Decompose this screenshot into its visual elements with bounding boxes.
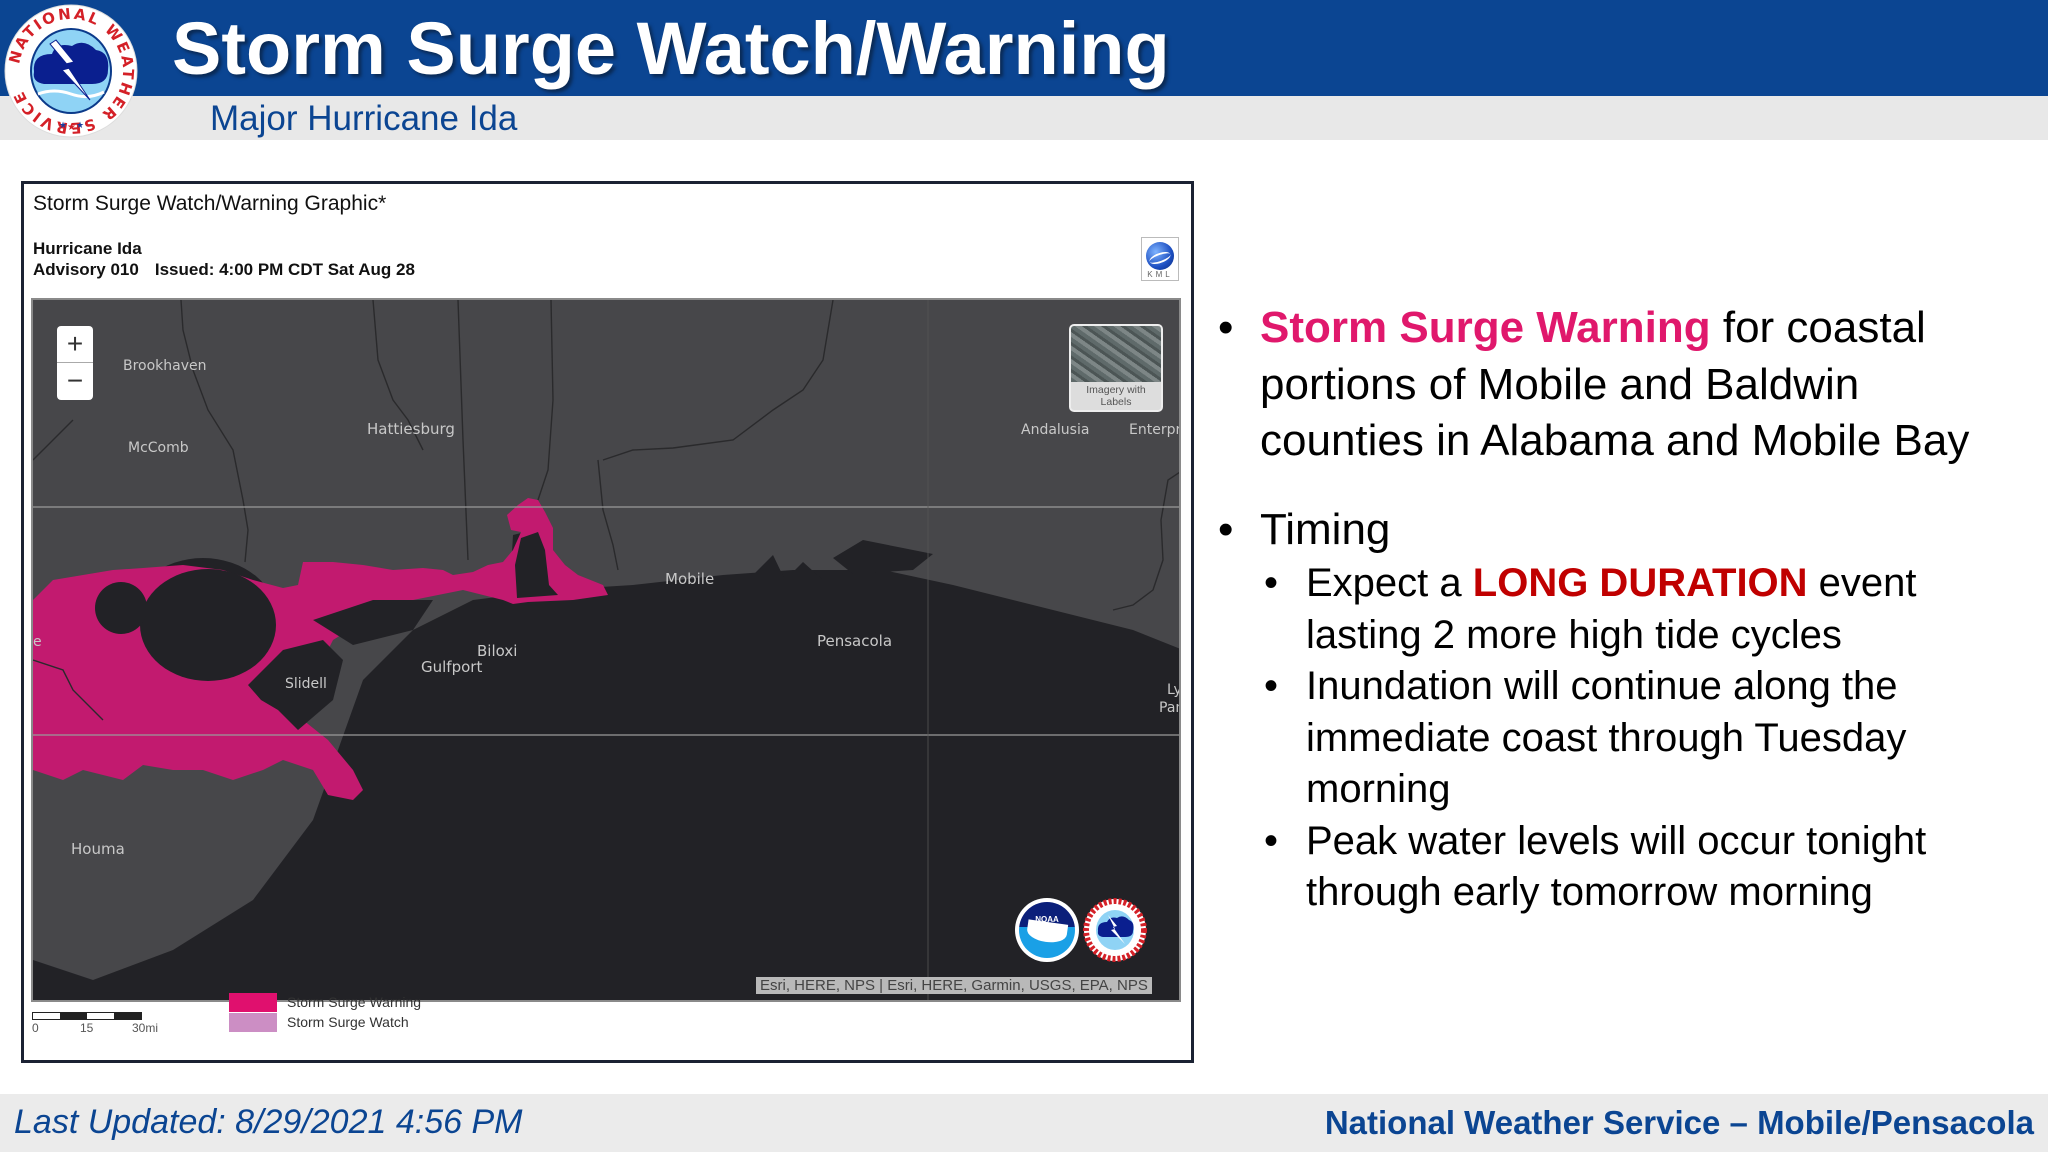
storm-surge-map[interactable]: + − Imagery with Labels Brookhaven McCom… <box>31 298 1181 1002</box>
google-earth-globe-icon <box>1146 242 1174 270</box>
footer-bar: Last Updated: 8/29/2021 4:56 PM National… <box>0 1094 2048 1152</box>
bullet-dot-icon: • <box>1264 561 1279 605</box>
noaa-logo-icon: NOAA <box>1015 898 1079 962</box>
city-label: Gulfport <box>421 658 483 676</box>
map-attribution: Esri, HERE, NPS | Esri, HERE, Garmin, US… <box>756 977 1152 994</box>
svg-text:★: ★ <box>67 122 76 133</box>
scale-tick: 30mi <box>132 1021 159 1035</box>
bullet-dot-icon: • <box>1264 664 1279 708</box>
city-label: Hattiesburg <box>367 420 455 438</box>
legend-label: Storm Surge Watch <box>287 1014 409 1030</box>
issued-time: Issued: 4:00 PM CDT Sat Aug 28 <box>154 260 415 279</box>
bullet-text: for coastal <box>1710 303 1926 352</box>
bullet-warning: • Storm Surge Warning for coastal portio… <box>1218 300 2038 470</box>
bullet-text: through early tomorrow morning <box>1306 870 1873 914</box>
kml-download-button[interactable]: KML <box>1141 237 1179 281</box>
bullet-text: lasting 2 more high tide cycles <box>1306 612 1842 657</box>
legend-label: Storm Surge Warning <box>287 994 422 1010</box>
city-label: Pensacola <box>817 632 893 650</box>
sub-bullet-inundation: • Inundation will continue along the imm… <box>1218 661 2038 816</box>
nws-small-logo-icon <box>1083 898 1147 962</box>
map-zoom-control: + − <box>57 326 93 400</box>
city-label: Enterpri <box>1129 422 1181 438</box>
page-subtitle: Major Hurricane Ida <box>210 99 518 138</box>
scale-tick: 0 <box>32 1021 39 1035</box>
bullet-dot-icon: • <box>1218 303 1234 352</box>
bullet-timing: • Timing <box>1218 502 2038 559</box>
warning-highlight: Storm Surge Warning <box>1260 303 1711 352</box>
last-updated: Last Updated: 8/29/2021 4:56 PM <box>14 1103 523 1141</box>
scale-tick: 15 <box>80 1021 94 1035</box>
long-duration-highlight: LONG DURATION <box>1472 561 1808 605</box>
subtitle-band <box>0 96 2048 140</box>
basemap-label: Imagery with Labels <box>1086 384 1146 408</box>
kml-label: KML <box>1147 270 1173 279</box>
sub-bullet-duration: • Expect a LONG DURATION event lasting 2… <box>1218 558 2038 661</box>
map-legend: Storm Surge Warning Storm Surge Watch <box>229 992 421 1032</box>
city-label: e <box>33 634 42 650</box>
city-label: McComb <box>128 440 189 456</box>
bullet-text: Expect a <box>1306 561 1473 605</box>
scalebar-bar <box>32 1012 142 1020</box>
bullet-text: portions of Mobile and Baldwin <box>1260 359 1860 409</box>
city-label: Ly <box>1167 682 1181 698</box>
city-label: Mobile <box>665 570 715 588</box>
city-label: Pan <box>1159 700 1179 716</box>
advisory-line: Advisory 010 Issued: 4:00 PM CDT Sat Aug … <box>33 260 431 280</box>
page-title: Storm Surge Watch/Warning <box>172 7 1170 90</box>
sub-bullet-peak: • Peak water levels will occur tonight t… <box>1218 816 2038 919</box>
timing-label: Timing <box>1260 504 1391 554</box>
city-label: Brookhaven <box>123 358 207 374</box>
bullet-text: immediate coast through Tuesday <box>1306 715 1907 760</box>
storm-name: Hurricane Ida <box>33 239 142 258</box>
zoom-out-button[interactable]: − <box>66 365 84 396</box>
city-label: Houma <box>71 840 125 858</box>
bullet-dot-icon: • <box>1218 504 1234 554</box>
graphic-title: Storm Surge Watch/Warning Graphic* <box>33 192 387 215</box>
bullet-text: Peak water levels will occur tonight <box>1306 818 1927 863</box>
advisory-number: Advisory 010 <box>33 260 139 279</box>
svg-text:★: ★ <box>76 120 84 130</box>
imagery-thumbnail <box>1071 326 1161 382</box>
bullet-dot-icon: • <box>1264 818 1279 863</box>
key-messages: • Storm Surge Warning for coastal portio… <box>1218 300 2038 919</box>
city-label: Andalusia <box>1021 422 1090 438</box>
bullet-text: Inundation will continue along the <box>1306 664 1898 708</box>
zoom-in-button[interactable]: + <box>57 326 93 363</box>
bullet-text: event <box>1807 561 1917 605</box>
bullet-text: counties in Alabama and Mobile Bay <box>1260 416 1970 465</box>
map-basemap <box>33 300 1179 1000</box>
city-label: Slidell <box>285 676 327 692</box>
legend-item-watch: Storm Surge Watch <box>229 1012 421 1032</box>
office-name: National Weather Service – Mobile/Pensac… <box>1324 1104 2034 1141</box>
warning-swatch <box>229 992 277 1012</box>
bullet-text: morning <box>1306 767 1451 811</box>
nws-logo-icon: NATIONAL WEATHER SERVICE ★ ★ ★ <box>4 4 138 138</box>
noaa-label: NOAA <box>1035 915 1059 924</box>
svg-text:★: ★ <box>59 120 67 130</box>
legend-item-warning: Storm Surge Warning <box>229 992 421 1012</box>
title-bar <box>0 0 2048 96</box>
map-scalebar: 0 15 30mi <box>32 1012 172 1035</box>
city-label: Biloxi <box>477 642 518 660</box>
basemap-toggle-button[interactable]: Imagery with Labels <box>1069 324 1163 412</box>
watch-swatch <box>229 1012 277 1032</box>
storm-surge-graphic-card: Storm Surge Watch/Warning Graphic* Hurri… <box>21 181 1194 1063</box>
